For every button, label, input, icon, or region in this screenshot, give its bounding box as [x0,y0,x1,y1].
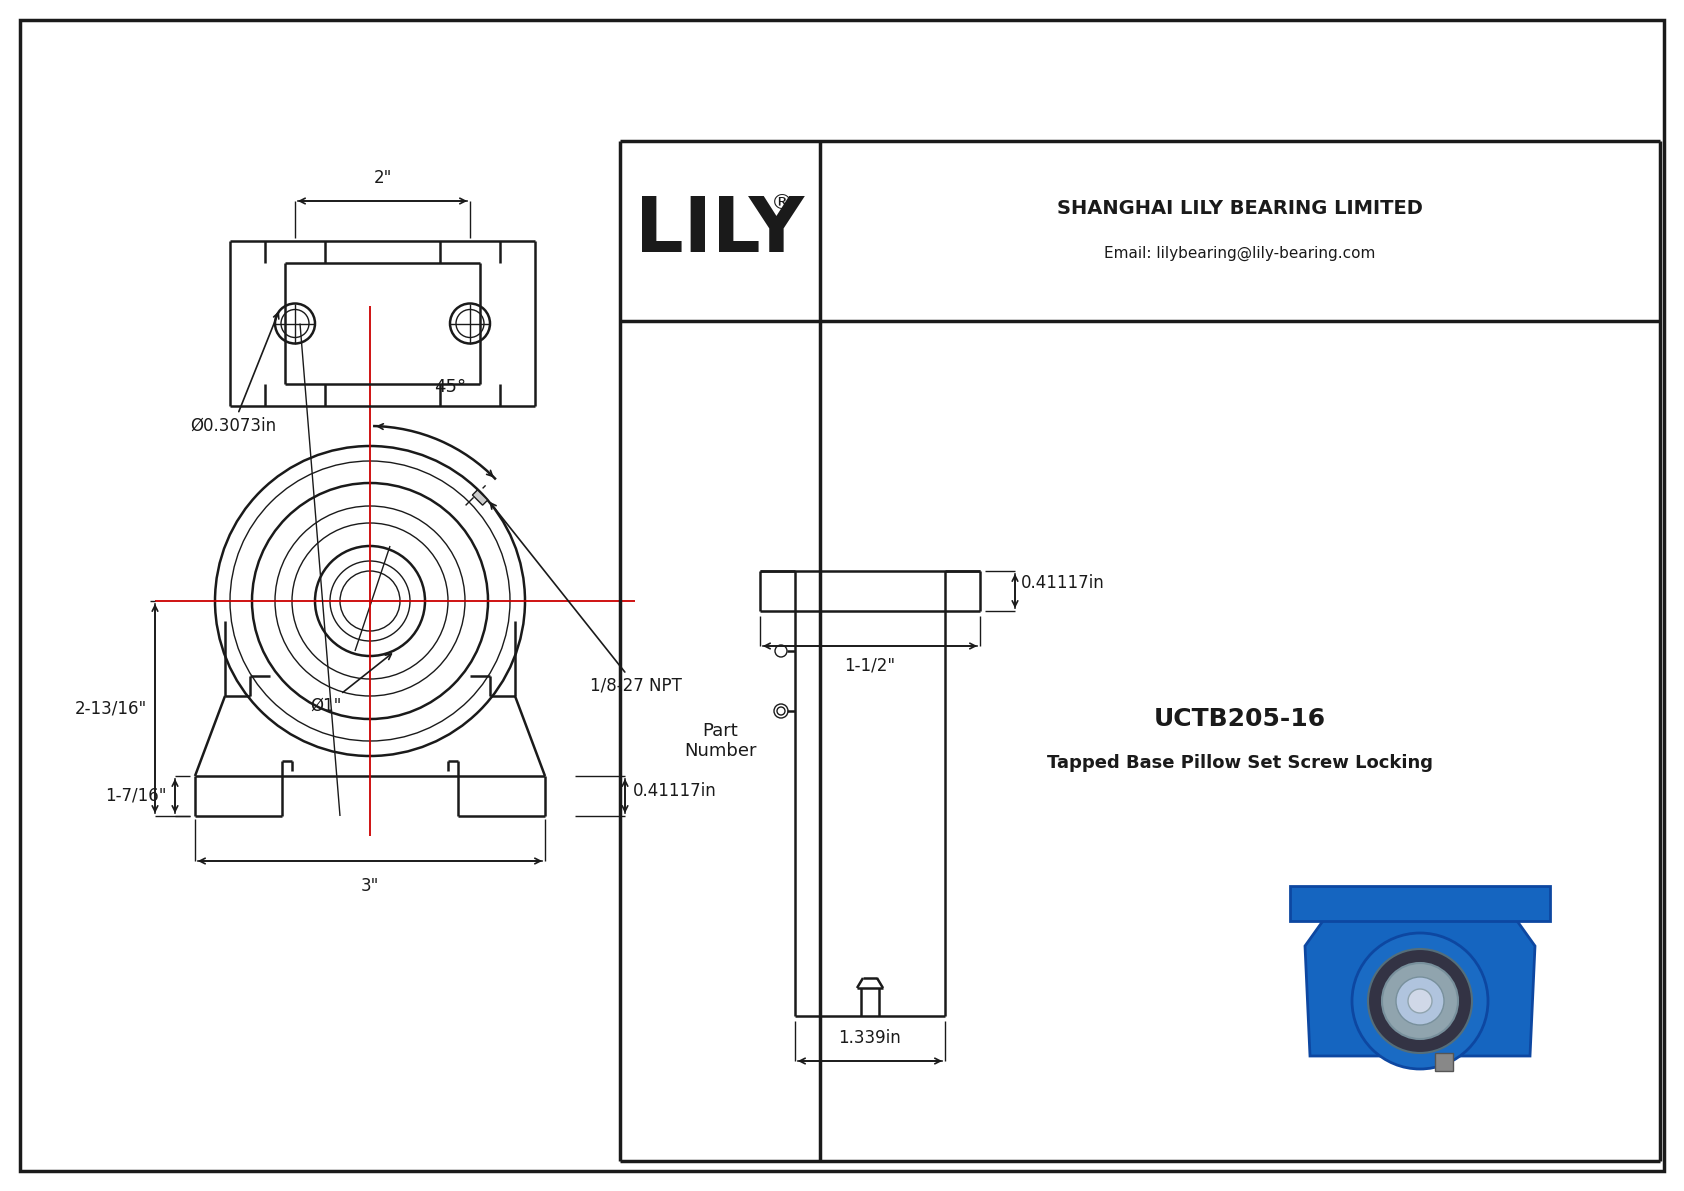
Circle shape [1396,977,1443,1025]
Text: Tapped Base Pillow Set Screw Locking: Tapped Base Pillow Set Screw Locking [1047,754,1433,772]
Bar [1435,1053,1453,1071]
Text: SHANGHAI LILY BEARING LIMITED: SHANGHAI LILY BEARING LIMITED [1058,200,1423,218]
Circle shape [1408,989,1431,1014]
Text: 0.41117in: 0.41117in [633,782,717,800]
Circle shape [1352,933,1489,1070]
Text: 45°: 45° [434,378,466,395]
Text: Ø0.3073in: Ø0.3073in [190,313,280,435]
Text: 1.339in: 1.339in [839,1029,901,1047]
Text: 2": 2" [374,169,392,187]
Text: Email: lilybearing@lily-bearing.com: Email: lilybearing@lily-bearing.com [1105,245,1376,261]
Bar [473,490,488,505]
Circle shape [1383,964,1458,1039]
Text: ®: ® [771,193,793,213]
Text: 1-1/2": 1-1/2" [844,656,896,674]
Circle shape [1367,949,1472,1053]
Text: 1-7/16": 1-7/16" [106,787,167,805]
Text: LILY: LILY [635,194,805,268]
Text: Ø1": Ø1" [310,654,391,715]
Text: 2-13/16": 2-13/16" [74,699,147,717]
Text: 1/8-27 NPT: 1/8-27 NPT [490,503,682,696]
Text: 3": 3" [360,877,379,894]
Text: 0.41117in: 0.41117in [1021,574,1105,592]
Text: Part
Number: Part Number [684,722,756,760]
PathPatch shape [1305,911,1536,1056]
Text: UCTB205-16: UCTB205-16 [1154,707,1325,731]
Bar [1290,886,1549,921]
